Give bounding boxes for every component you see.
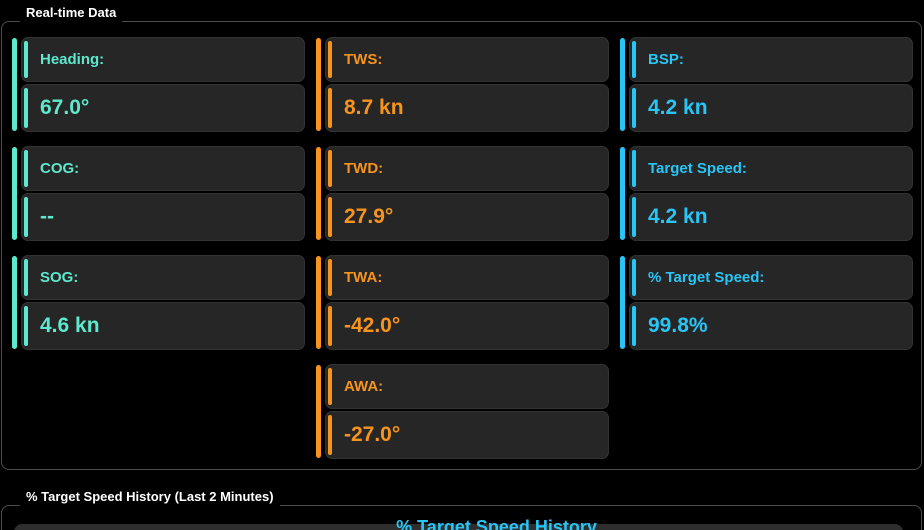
card-accent-bar-outer — [620, 256, 625, 349]
metric-value: -- — [40, 205, 54, 228]
card-accent-bar-value — [632, 306, 636, 346]
metric-value: 8.7 kn — [344, 96, 404, 119]
metric-label: Heading: — [40, 51, 105, 68]
card-accent-bar-outer — [620, 147, 625, 240]
card-accent-bar-label — [328, 150, 332, 187]
metric-value-panel: 99.8% — [629, 302, 913, 350]
card-accent-bar-outer — [316, 256, 321, 349]
metric-label: % Target Speed: — [648, 269, 765, 286]
card-accent-bar-label — [632, 150, 636, 187]
card-accent-bar-value — [328, 197, 332, 237]
metric-value-panel: 67.0° — [21, 84, 305, 132]
metric-label-panel: BSP: — [629, 37, 913, 82]
metric-label-panel: SOG: — [21, 255, 305, 300]
card-accent-bar-value — [632, 197, 636, 237]
metric-value-panel: 27.9° — [325, 193, 609, 241]
card-accent-bar-outer — [316, 365, 321, 458]
metric-label-panel: TWD: — [325, 146, 609, 191]
card-accent-bar-outer — [12, 38, 17, 131]
metric-label-panel: TWA: — [325, 255, 609, 300]
metric-label-panel: % Target Speed: — [629, 255, 913, 300]
metric-label: Target Speed: — [648, 160, 747, 177]
card-accent-bar-value — [24, 306, 28, 346]
metric-value-panel: 4.2 kn — [629, 193, 913, 241]
metric-value-panel: 4.2 kn — [629, 84, 913, 132]
metric-card-twd: TWD: 27.9° — [316, 146, 609, 241]
card-accent-bar-label — [328, 41, 332, 78]
card-accent-bar-outer — [12, 256, 17, 349]
target-speed-history-legend: % Target Speed History (Last 2 Minutes) — [26, 489, 274, 504]
metric-card-bsp: BSP: 4.2 kn — [620, 37, 913, 132]
metric-card-heading: Heading: 67.0° — [12, 37, 305, 132]
card-accent-bar-outer — [620, 38, 625, 131]
metric-value: 27.9° — [344, 205, 394, 228]
metric-label: TWA: — [344, 269, 383, 286]
metric-value: 99.8% — [648, 314, 708, 337]
metric-label: TWS: — [344, 51, 383, 68]
metric-value-panel: -42.0° — [325, 302, 609, 350]
metric-card-twa: TWA: -42.0° — [316, 255, 609, 350]
metric-card-sog: SOG: 4.6 kn — [12, 255, 305, 350]
card-accent-bar-value — [632, 88, 636, 128]
chart-title: % Target Speed History — [396, 517, 597, 530]
metric-card-target-speed: Target Speed: 4.2 kn — [620, 146, 913, 241]
card-accent-bar-value — [328, 306, 332, 346]
metric-value: 4.2 kn — [648, 96, 708, 119]
metric-card-cog: COG: -- — [12, 146, 305, 241]
realtime-data-legend: Real-time Data — [26, 5, 117, 20]
card-accent-bar-label — [632, 259, 636, 296]
metric-label: AWA: — [344, 378, 384, 395]
metric-value: 4.2 kn — [648, 205, 708, 228]
card-accent-bar-label — [24, 259, 28, 296]
metric-cards-grid: Heading: 67.0° TWS: 8.7 kn — [12, 37, 913, 459]
metric-label: COG: — [40, 160, 80, 177]
metric-value-panel: -27.0° — [325, 411, 609, 459]
metric-card-pct-target-speed: % Target Speed: 99.8% — [620, 255, 913, 350]
metric-card-awa: AWA: -27.0° — [316, 364, 609, 459]
card-accent-bar-value — [328, 88, 332, 128]
metric-label-panel: AWA: — [325, 364, 609, 409]
metric-card-tws: TWS: 8.7 kn — [316, 37, 609, 132]
card-accent-bar-label — [328, 368, 332, 405]
metric-label-panel: Heading: — [21, 37, 305, 82]
metric-label: TWD: — [344, 160, 384, 177]
realtime-data-group: Real-time Data Heading: 67.0° TWS: — [1, 5, 922, 470]
card-accent-bar-outer — [316, 147, 321, 240]
metric-value-panel: -- — [21, 193, 305, 241]
card-accent-bar-label — [24, 41, 28, 78]
metric-value: -42.0° — [344, 314, 401, 337]
card-accent-bar-outer — [316, 38, 321, 131]
card-accent-bar-value — [24, 88, 28, 128]
metric-value: 67.0° — [40, 96, 90, 119]
target-speed-history-group: % Target Speed History (Last 2 Minutes) … — [1, 489, 922, 530]
card-accent-bar-label — [632, 41, 636, 78]
card-accent-bar-outer — [12, 147, 17, 240]
card-accent-bar-value — [328, 415, 332, 455]
target-speed-history-chart: % Target Speed History — [12, 517, 911, 530]
metric-value: -27.0° — [344, 423, 401, 446]
card-accent-bar-label — [24, 150, 28, 187]
metric-label-panel: Target Speed: — [629, 146, 913, 191]
metric-value: 4.6 kn — [40, 314, 100, 337]
metric-label: SOG: — [40, 269, 79, 286]
metric-label-panel: COG: — [21, 146, 305, 191]
card-accent-bar-label — [328, 259, 332, 296]
metric-label-panel: TWS: — [325, 37, 609, 82]
metric-value-panel: 8.7 kn — [325, 84, 609, 132]
metric-label: BSP: — [648, 51, 684, 68]
card-accent-bar-value — [24, 197, 28, 237]
chart-panel — [14, 524, 903, 530]
metric-value-panel: 4.6 kn — [21, 302, 305, 350]
